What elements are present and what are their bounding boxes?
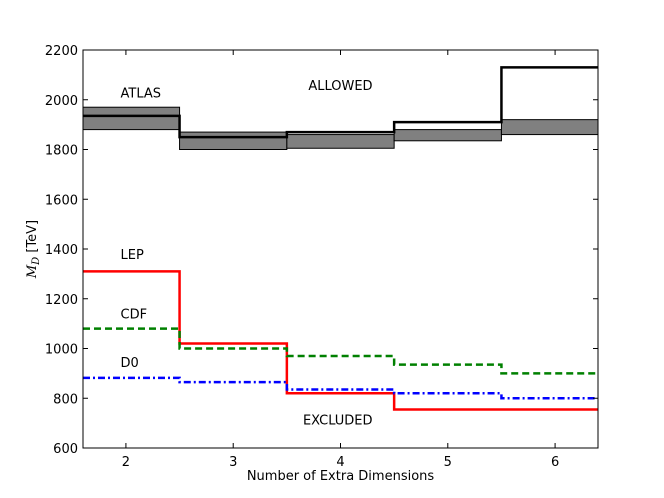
y-tick-label: 1400 [45,243,78,258]
y-axis-label: MD [TeV] [25,220,42,279]
x-axis-label: Number of Extra Dimensions [247,469,435,484]
y-tick-label: 2200 [45,44,78,59]
y-tick-label: 600 [53,442,78,457]
annotation-excluded: EXCLUDED [303,413,373,428]
series-lines [83,66,598,411]
annotation-lep: LEP [121,248,144,263]
y-tick-label: 1800 [45,144,78,159]
y-axis-label-sub: D [31,257,42,266]
atlas-band-segment [179,131,288,150]
y-tick-label: 1600 [45,193,78,208]
axis-ticks: 2 3 4 5 6 600 800 1000 1200 1400 1600 1800 2000 2200 [45,44,598,470]
atlas-band-segment [286,134,395,149]
x-tick-label: 5 [444,455,452,470]
atlas-band-segment [393,129,502,142]
series-line-d0 [83,376,598,400]
annotations: ATLAS ALLOWED LEP CDF D0 EXCLUDED [121,79,373,429]
series-line-lep [83,270,598,411]
annotation-d0: D0 [121,356,139,371]
series-line-cdf [83,327,598,375]
series-line-atlas [83,66,598,139]
y-tick-label: 1200 [45,293,78,308]
x-tick-label: 6 [551,455,559,470]
x-tick-label: 2 [122,455,130,470]
y-tick-label: 2000 [45,94,78,109]
y-axis-label-unit: [TeV] [25,220,40,257]
annotation-cdf: CDF [121,308,148,323]
x-tick-label: 3 [229,455,237,470]
atlas-band-segment [82,106,181,131]
y-axis-label-main: M [25,264,40,279]
annotation-atlas: ATLAS [121,86,162,101]
x-tick-label: 4 [336,455,344,470]
atlas-band [82,106,599,150]
y-tick-label: 800 [53,392,78,407]
annotation-allowed: ALLOWED [308,79,372,94]
y-tick-label: 1000 [45,343,78,358]
atlas-band-segment [500,119,599,136]
